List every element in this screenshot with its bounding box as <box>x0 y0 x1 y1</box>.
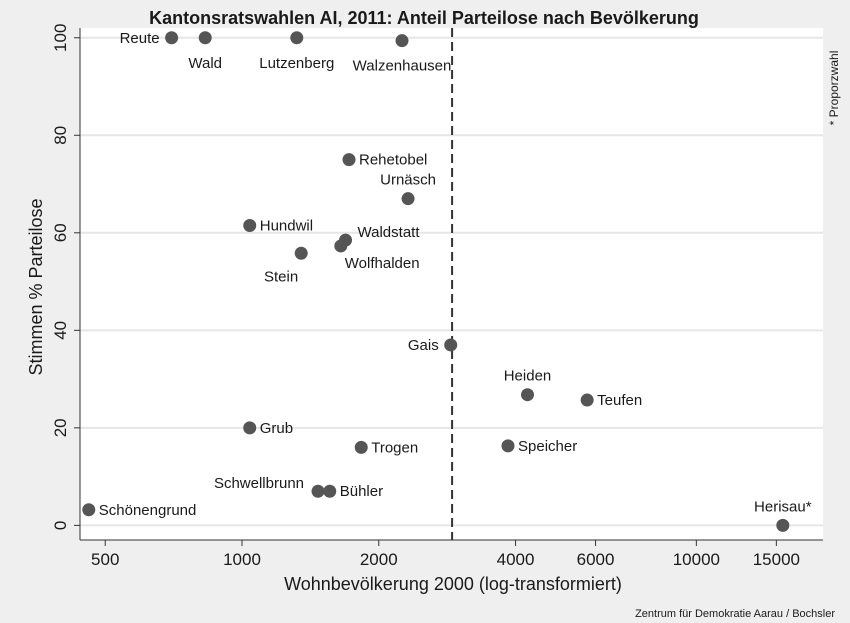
y-axis-label: Stimmen % Parteilose <box>26 198 46 375</box>
y-tick-label: 0 <box>51 521 70 530</box>
scatter-point <box>354 440 368 454</box>
x-tick-label: 6000 <box>577 550 615 569</box>
point-label: Bühler <box>340 483 383 500</box>
axes: 0 20 40 60 80 100 500 1000 2000 4000 6000 10000 1500… <box>51 24 823 569</box>
point-label: Trogen <box>371 439 418 456</box>
y-tick-label: 100 <box>51 24 70 52</box>
scatter-point <box>580 393 594 407</box>
point-label: Grub <box>260 420 293 437</box>
scatter-point <box>243 218 257 232</box>
point-label: Walzenhausen <box>353 58 452 75</box>
scatter-point <box>165 31 179 45</box>
y-tick-label: 80 <box>51 126 70 145</box>
x-axis-label: Wohnbevölkerung 2000 (log-transformiert) <box>284 574 622 594</box>
scatter-point <box>444 338 458 352</box>
point-label: Wald <box>188 55 222 72</box>
credit-text: Zentrum für Demokratie Aarau / Bochsler <box>635 608 835 620</box>
point-label: Rehetobel <box>359 152 427 169</box>
chart-title: Kantonsratswahlen AI, 2011: Anteil Parte… <box>149 8 699 28</box>
scatter-point <box>323 484 337 498</box>
x-tick-label: 10000 <box>673 550 720 569</box>
scatter-point <box>334 239 348 253</box>
point-label: Gais <box>408 337 439 354</box>
scatter-point <box>776 518 790 532</box>
y-tick-label: 20 <box>51 418 70 437</box>
point-label: Speicher <box>518 438 577 455</box>
x-tick-label: 1000 <box>223 550 261 569</box>
point-label: Teufen <box>597 392 642 409</box>
point-labels: Reute Wald Lutzenberg Walzenhausen Rehetobel… <box>99 30 812 519</box>
scatter-point <box>501 439 515 453</box>
scatter-point <box>395 34 409 48</box>
point-label: Herisau* <box>754 498 812 515</box>
point-label: Wolfhalden <box>345 255 420 272</box>
point-label: Heiden <box>504 368 552 385</box>
scatter-point <box>294 246 308 260</box>
scatter-point <box>342 153 356 167</box>
scatter-point <box>198 31 212 45</box>
point-label: Waldstatt <box>358 224 421 241</box>
scatter-point <box>290 31 304 45</box>
y-tick-label: 60 <box>51 223 70 242</box>
data-points <box>82 31 790 532</box>
x-tick-label: 15000 <box>753 550 800 569</box>
x-tick-label: 2000 <box>360 550 398 569</box>
scatter-point <box>82 503 96 517</box>
point-label: Lutzenberg <box>259 55 334 72</box>
point-label: Urnäsch <box>380 172 436 189</box>
x-tick-label: 4000 <box>497 550 535 569</box>
scatter-point <box>521 388 535 402</box>
scatter-point <box>243 421 257 435</box>
x-tick-label: 500 <box>91 550 119 569</box>
scatter-point <box>401 192 415 206</box>
point-label: Schwellbrunn <box>214 475 304 492</box>
point-label: Hundwil <box>260 217 313 234</box>
point-label: Stein <box>264 268 298 285</box>
side-note: * Proporzwahl <box>827 51 841 126</box>
point-label: Schönengrund <box>99 502 197 519</box>
point-label: Reute <box>120 30 160 47</box>
y-tick-label: 40 <box>51 321 70 340</box>
scatter-point <box>311 484 325 498</box>
